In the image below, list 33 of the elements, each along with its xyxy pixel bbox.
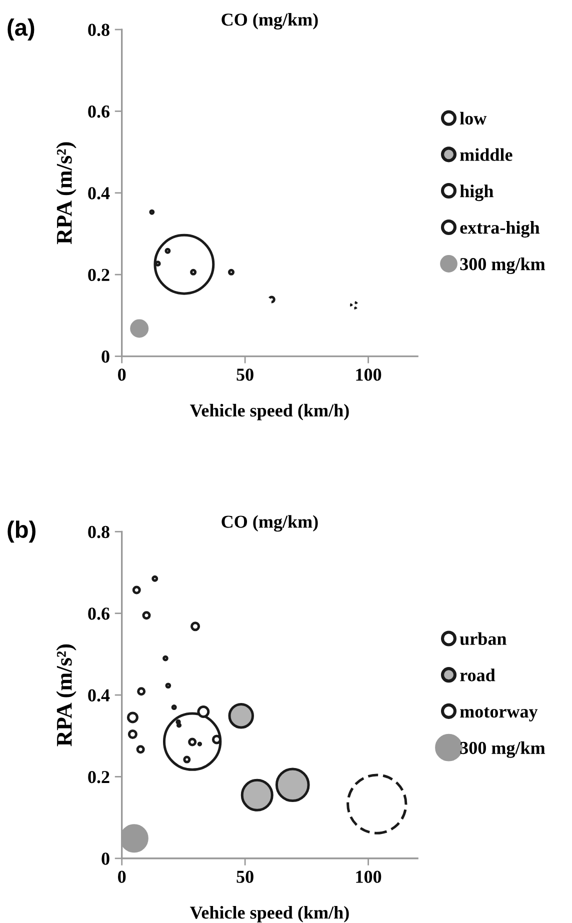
y-tick-label: 0.8 (88, 24, 110, 36)
legend-label: extra-high (460, 221, 540, 238)
x-tick-label: 100 (356, 870, 382, 883)
x-axis-title: Vehicle speed (km/h) (190, 906, 349, 922)
x-tick-label: 100 (356, 368, 382, 381)
x-tick-label: 50 (236, 368, 254, 381)
text: (a) (8, 18, 34, 41)
x-tick-label: 50 (236, 870, 254, 883)
y-axis-title: RPA (m/s²) (56, 142, 76, 244)
legend-label: motorway (460, 707, 538, 722)
y-tick-label: 0 (102, 852, 110, 865)
text: (b) (8, 520, 36, 543)
y-tick-label: 0.6 (88, 105, 110, 118)
x-axis-title: Vehicle speed (km/h) (190, 404, 349, 420)
legend-label: 300 mg/km (460, 741, 546, 758)
legend-label: urban (460, 632, 506, 646)
y-tick-label: 0 (102, 350, 110, 363)
legend-label: high (460, 184, 494, 202)
x-tick-label: 0 (118, 870, 126, 883)
y-tick-label: 0.2 (88, 770, 110, 784)
chart-title: CO (mg/km) (222, 13, 318, 30)
y-tick-label: 0.4 (88, 187, 110, 200)
legend-label: middle (460, 148, 512, 161)
y-tick-label: 0.8 (88, 526, 110, 538)
legend-label: road (460, 668, 496, 682)
y-tick-label: 0.4 (88, 689, 110, 702)
legend-label: 300 mg/km (460, 258, 546, 274)
y-tick-label: 0.2 (88, 268, 110, 282)
legend-label: low (460, 112, 487, 125)
chart-title: CO (mg/km) (222, 515, 318, 532)
y-tick-label: 0.6 (88, 608, 110, 620)
y-axis-title: RPA (m/s²) (56, 644, 76, 746)
x-tick-label: 0 (118, 368, 126, 381)
